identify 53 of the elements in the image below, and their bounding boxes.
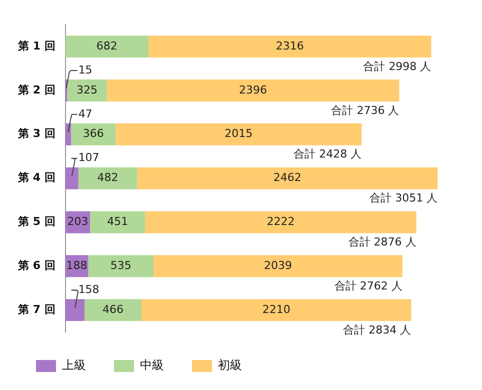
legend-label: 中級 [140,358,164,372]
data-label: 482 [97,171,118,184]
data-label: 366 [82,127,104,140]
data-label: 2210 [262,302,290,316]
y-tick-label: 第 2 回 [16,83,56,96]
total-label: 合計 2762 人 [334,279,402,292]
y-tick-label: 第 3 回 [16,127,56,140]
data-label: 47 [78,107,92,120]
legend-label: 初級 [218,358,242,372]
bar [141,299,412,322]
bar [145,211,416,234]
bar [137,167,438,190]
total-label: 合計 2998 人 [363,60,432,73]
total-label: 合計 2428 人 [294,148,362,161]
y-tick-label: 第 7 回 [16,302,56,316]
bar [154,255,402,278]
bar [78,167,138,190]
data-label: 682 [96,39,118,52]
data-label: 535 [110,258,132,272]
data-label: 2039 [264,258,292,272]
total-label: 合計 3051 人 [370,192,438,205]
data-label: 107 [78,151,100,164]
total-label: 合計 2834 人 [343,323,412,336]
data-label: 188 [66,258,88,272]
total-label: 合計 2876 人 [348,236,416,249]
total-label: 合計 2736 人 [331,104,400,117]
bar [116,123,362,146]
y-tick-label: 第 5 回 [16,215,56,228]
bar [65,299,85,322]
data-label: 2015 [224,127,253,140]
y-tick-label: 第 6 回 [16,258,56,272]
bar [148,36,432,58]
data-label: 15 [78,63,92,76]
bar [65,36,149,58]
data-label: 466 [102,302,124,316]
data-label: 203 [67,215,88,228]
y-tick-label: 第 4 回 [16,171,56,184]
data-label: 158 [78,282,100,296]
data-label: 2222 [266,215,295,228]
bar [106,79,400,102]
bar [88,255,154,278]
data-label: 2396 [239,83,268,96]
data-label: 451 [107,215,128,228]
bar [90,211,146,234]
bar [71,123,116,146]
data-label: 2316 [276,39,304,52]
y-tick-label: 第 1 回 [16,39,56,52]
data-label: 2462 [273,171,302,184]
bar [67,79,107,102]
data-label: 325 [76,83,98,96]
bar [65,167,78,190]
legend-label: 上級 [62,358,86,372]
bar [84,299,142,322]
